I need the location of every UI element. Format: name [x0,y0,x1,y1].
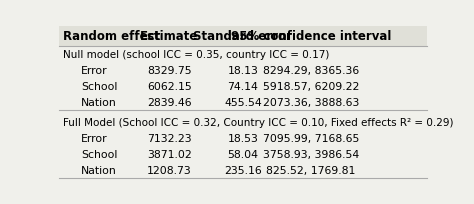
Text: 7095.99, 7168.65: 7095.99, 7168.65 [263,133,359,143]
Text: Standard error: Standard error [193,30,292,43]
Text: Nation: Nation [82,97,117,107]
Text: 2839.46: 2839.46 [147,97,192,107]
Text: 95% confidence interval: 95% confidence interval [231,30,391,43]
Text: 825.52, 1769.81: 825.52, 1769.81 [266,165,356,175]
Text: 5918.57, 6209.22: 5918.57, 6209.22 [263,82,359,91]
Text: 3871.02: 3871.02 [147,149,192,159]
Bar [59,46,427,63]
Bar [59,27,427,46]
Bar [59,162,427,178]
Text: 8329.75: 8329.75 [147,66,192,76]
Text: 3758.93, 3986.54: 3758.93, 3986.54 [263,149,359,159]
Text: 6062.15: 6062.15 [147,82,192,91]
Text: 74.14: 74.14 [228,82,258,91]
Text: 455.54: 455.54 [224,97,262,107]
Text: Random effect: Random effect [63,30,160,43]
Bar [59,146,427,162]
Text: School: School [82,149,118,159]
Text: 7132.23: 7132.23 [147,133,192,143]
Text: 8294.29, 8365.36: 8294.29, 8365.36 [263,66,359,76]
Text: Null model (school ICC = 0.35, country ICC = 0.17): Null model (school ICC = 0.35, country I… [63,50,329,60]
Text: Full Model (School ICC = 0.32, Country ICC = 0.10, Fixed effects R² = 0.29): Full Model (School ICC = 0.32, Country I… [63,117,454,127]
Text: Error: Error [82,66,108,76]
Bar [59,114,427,130]
Text: Error: Error [82,133,108,143]
Text: Estimate: Estimate [140,30,199,43]
Bar [59,94,427,110]
Text: School: School [82,82,118,91]
Text: 18.13: 18.13 [228,66,258,76]
Text: 2073.36, 3888.63: 2073.36, 3888.63 [263,97,359,107]
Text: 58.04: 58.04 [228,149,258,159]
Text: 18.53: 18.53 [228,133,258,143]
Text: 1208.73: 1208.73 [147,165,192,175]
Text: 235.16: 235.16 [224,165,262,175]
Text: Nation: Nation [82,165,117,175]
Bar [59,63,427,79]
Bar [59,130,427,146]
Bar [59,79,427,94]
